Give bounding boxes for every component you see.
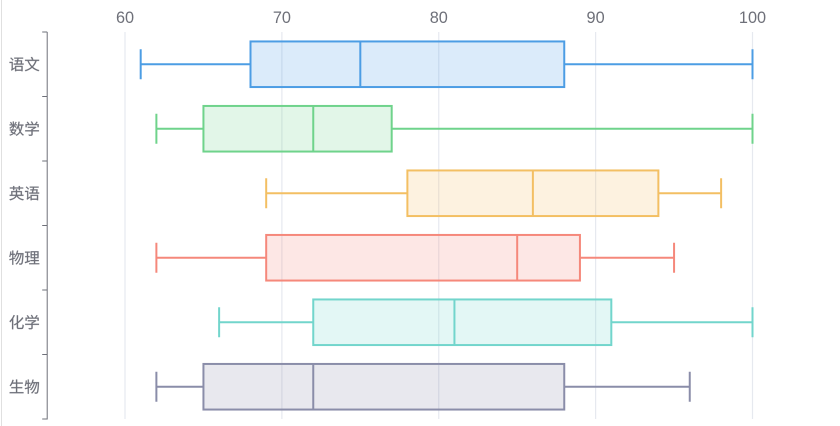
svg-text:80: 80 [430, 9, 448, 27]
svg-text:100: 100 [739, 9, 766, 27]
svg-text:70: 70 [273, 9, 291, 27]
svg-text:60: 60 [116, 9, 134, 27]
svg-text:90: 90 [587, 9, 605, 27]
